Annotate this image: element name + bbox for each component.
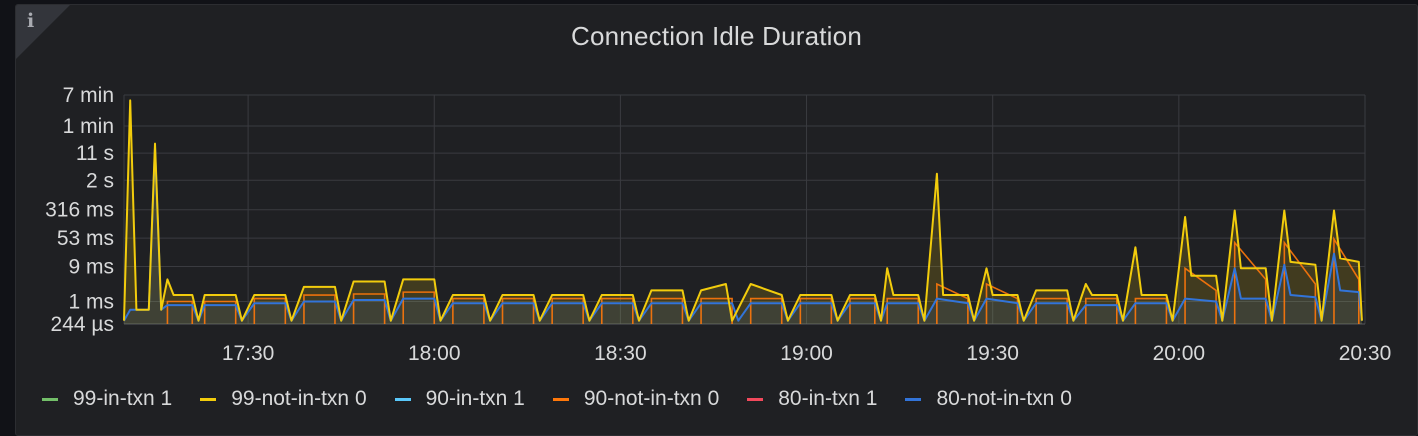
series-line-90-not-in-txn-0 [1134, 297, 1168, 324]
y-tick-label: 9 ms [68, 255, 114, 278]
x-tick-label: 18:30 [594, 342, 647, 365]
series-line-90-not-in-txn-0 [600, 297, 634, 324]
y-tick-label: 11 s [76, 142, 114, 165]
info-corner[interactable] [16, 5, 70, 59]
chart-grid [123, 94, 1366, 325]
y-axis-ticks: 7 min 1 min 11 s 2 s 316 ms 53 ms 9 ms 1 ms244 … [45, 84, 114, 336]
series-line-90-not-in-txn-0 [1035, 297, 1068, 324]
series-line-90-not-in-txn-0 [985, 282, 1019, 324]
legend-item[interactable]: 90-not-in-txn 0 [552, 387, 720, 411]
series-line-90-not-in-txn-0 [501, 297, 535, 324]
chart-lines [123, 99, 1363, 324]
x-tick-label: 19:30 [966, 342, 1019, 365]
series-line-99-not-in-txn-0 [123, 99, 1363, 322]
series-area-80-not-in-txn-0 [124, 148, 1362, 324]
series-line-90-not-in-txn-0 [253, 297, 287, 324]
series-line-90-not-in-txn-0 [551, 297, 584, 324]
series-line-90-not-in-txn-0 [1084, 297, 1118, 324]
series-line-90-not-in-txn-0 [650, 297, 684, 324]
y-tick-label: 1 min [63, 115, 114, 138]
legend-label: 90-not-in-txn 0 [583, 387, 720, 410]
legend-label: 80-not-in-txn 0 [936, 387, 1072, 410]
y-tick-label: 7 min [63, 84, 114, 107]
legend-item[interactable]: 90-in-txn 1 [394, 387, 525, 411]
series-line-90-not-in-txn-0 [203, 300, 237, 324]
series-line-80-not-in-txn-0 [123, 147, 1363, 322]
x-axis-ticks: 17:30 18:00 18:30 19:00 19:30 20:00 20:30 [222, 342, 1391, 365]
legend-item[interactable]: 80-not-in-txn 0 [905, 387, 1072, 411]
legend-item[interactable]: 99-in-txn 1 [42, 387, 172, 411]
panel-title[interactable]: Connection Idle Duration [571, 21, 862, 51]
x-tick-label: 19:00 [780, 342, 833, 365]
legend-swatch [42, 397, 58, 401]
x-tick-label: 17:30 [222, 342, 275, 365]
legend-label: 99-in-txn 1 [73, 387, 173, 410]
series-line-90-not-in-txn-0 [402, 291, 436, 324]
series-line-90-not-in-txn-0 [936, 282, 969, 324]
series-line-90-not-in-txn-0 [886, 297, 920, 324]
legend-swatch [552, 397, 569, 401]
series-line-90-not-in-txn-0 [749, 297, 783, 324]
x-tick-label: 20:00 [1153, 342, 1206, 365]
series-line-90-not-in-txn-0 [849, 297, 876, 324]
y-tick-label: 1 ms [68, 291, 114, 314]
series-line-90-not-in-txn-0 [452, 297, 485, 324]
chart-areas [124, 100, 1362, 325]
y-tick-label: 53 ms [57, 227, 114, 250]
legend-label: 99-not-in-txn 0 [231, 387, 367, 410]
series-line-90-not-in-txn-0 [303, 294, 336, 324]
legend-item[interactable]: 99-not-in-txn 0 [200, 387, 367, 411]
series-line-90-not-in-txn-0 [352, 293, 386, 324]
info-icon[interactable]: i [27, 10, 35, 32]
chart-legend: 99-in-txn 1 99-not-in-txn 0 90-in-txn 1 90-… [42, 387, 1100, 411]
y-tick-label: 2 s [86, 169, 114, 192]
y-tick-label: 244 µs [51, 313, 114, 336]
legend-label: 80-in-txn 1 [778, 387, 878, 410]
x-tick-label: 20:30 [1339, 342, 1392, 365]
series-area-99-not-in-txn-0 [124, 100, 1362, 325]
legend-label: 90-in-txn 1 [425, 387, 525, 410]
legend-swatch [200, 397, 217, 401]
legend-swatch [905, 397, 922, 401]
y-tick-label: 316 ms [45, 199, 114, 222]
legend-swatch [747, 397, 764, 401]
legend-item[interactable]: 80-in-txn 1 [747, 387, 877, 411]
series-line-90-not-in-txn-0 [166, 300, 194, 324]
legend-swatch [394, 397, 411, 401]
series-line-90-not-in-txn-0 [799, 297, 833, 324]
x-tick-label: 18:00 [408, 342, 461, 365]
series-line-90-not-in-txn-0 [1184, 266, 1217, 324]
series-line-90-not-in-txn-0 [700, 297, 733, 324]
